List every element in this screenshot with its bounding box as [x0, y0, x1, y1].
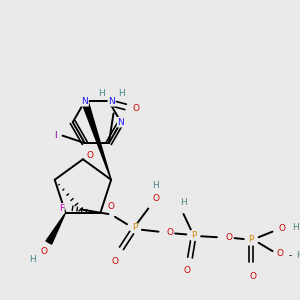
Text: O: O: [112, 257, 118, 266]
Text: O: O: [225, 233, 233, 242]
Text: O: O: [41, 247, 48, 256]
Text: I: I: [54, 131, 56, 140]
Text: O: O: [184, 266, 191, 275]
Text: H: H: [292, 223, 299, 232]
Text: O: O: [166, 228, 173, 237]
Text: N: N: [108, 97, 115, 106]
Text: O: O: [276, 249, 284, 258]
Text: O: O: [278, 224, 285, 233]
Text: H: H: [152, 181, 159, 190]
Text: O: O: [87, 151, 94, 160]
Text: H: H: [118, 88, 125, 98]
Polygon shape: [82, 100, 111, 180]
Text: H: H: [296, 251, 300, 260]
Text: P: P: [191, 231, 196, 240]
Text: N: N: [118, 118, 124, 127]
Text: O: O: [250, 272, 256, 280]
Text: H: H: [29, 255, 35, 264]
Text: F: F: [59, 204, 64, 213]
Text: P: P: [248, 236, 254, 244]
Text: H: H: [180, 198, 187, 207]
Text: H: H: [98, 88, 105, 98]
Polygon shape: [46, 213, 65, 244]
Text: P: P: [132, 224, 137, 232]
Text: N: N: [81, 97, 88, 106]
Text: O: O: [152, 194, 159, 203]
Text: -: -: [289, 251, 292, 260]
Text: O: O: [108, 202, 115, 211]
Text: O: O: [132, 104, 139, 113]
